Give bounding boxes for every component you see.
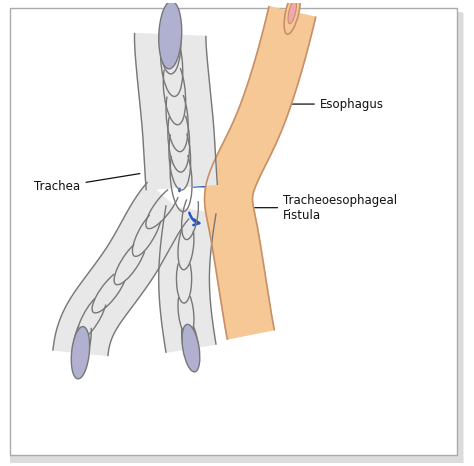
- Ellipse shape: [284, 0, 301, 34]
- Polygon shape: [53, 183, 189, 356]
- Text: Tracheoesophageal
Fistula: Tracheoesophageal Fistula: [233, 194, 397, 222]
- Ellipse shape: [159, 1, 182, 69]
- Text: Trachea: Trachea: [35, 174, 140, 193]
- FancyBboxPatch shape: [10, 12, 464, 466]
- Ellipse shape: [71, 327, 90, 379]
- FancyBboxPatch shape: [10, 8, 457, 455]
- Polygon shape: [205, 7, 316, 339]
- Ellipse shape: [182, 324, 200, 372]
- Ellipse shape: [288, 0, 296, 24]
- Polygon shape: [135, 34, 218, 190]
- Polygon shape: [159, 206, 216, 352]
- Text: Esophagus: Esophagus: [279, 97, 384, 110]
